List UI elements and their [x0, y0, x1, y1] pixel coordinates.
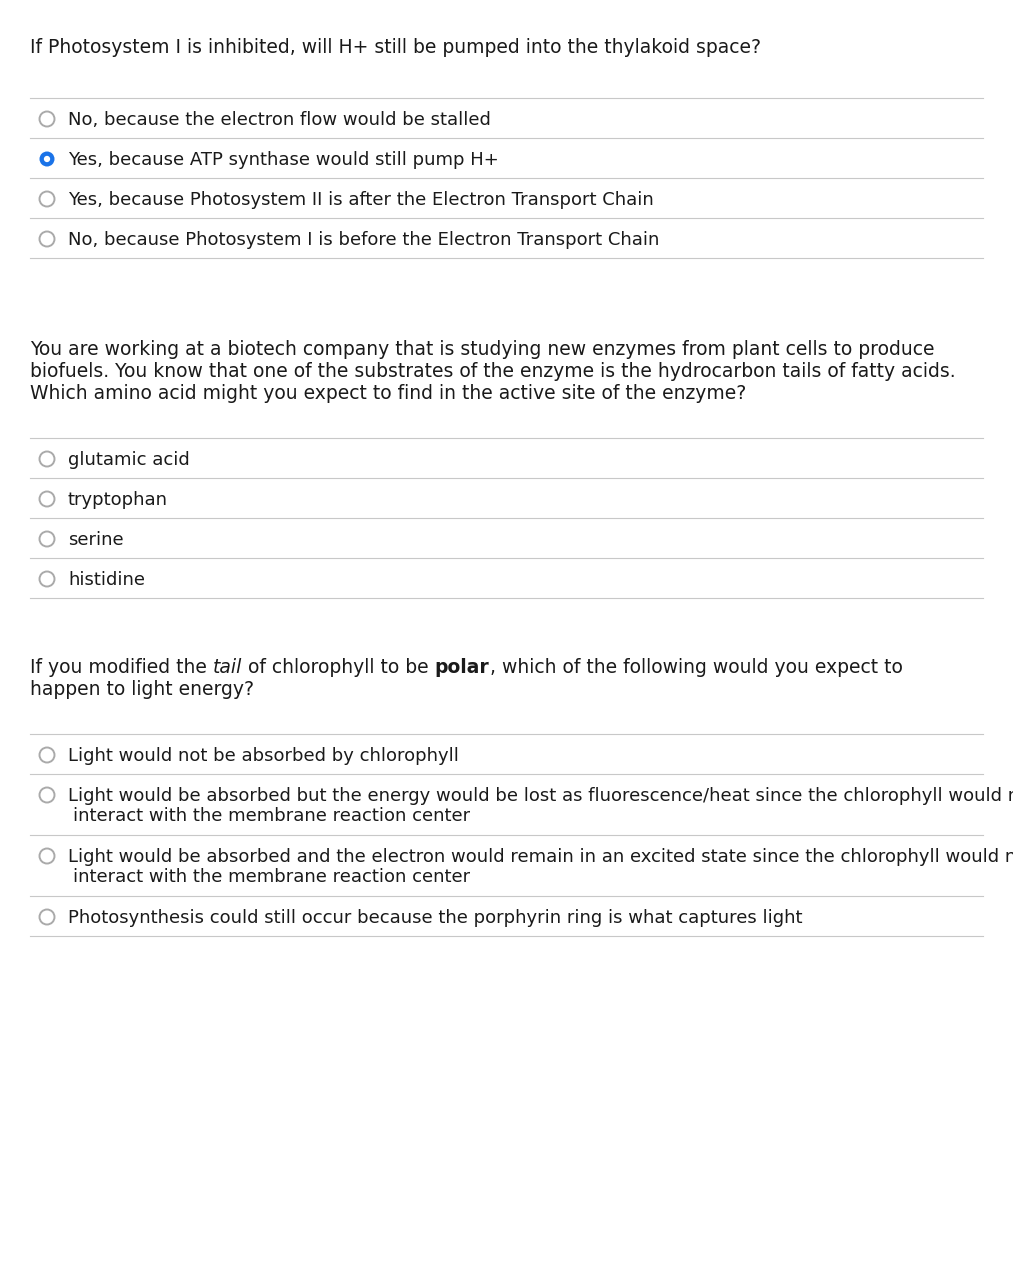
Text: Yes, because Photosystem II is after the Electron Transport Chain: Yes, because Photosystem II is after the… [68, 191, 653, 209]
Text: Photosynthesis could still occur because the porphyrin ring is what captures lig: Photosynthesis could still occur because… [68, 908, 802, 928]
Text: interact with the membrane reaction center: interact with the membrane reaction cent… [73, 807, 470, 825]
Text: Light would be absorbed and the electron would remain in an excited state since : Light would be absorbed and the electron… [68, 848, 1013, 866]
Text: histidine: histidine [68, 571, 145, 589]
Text: , which of the following would you expect to: , which of the following would you expec… [489, 658, 903, 677]
Text: tryptophan: tryptophan [68, 491, 168, 509]
Text: Light would be absorbed but the energy would be lost as fluorescence/heat since : Light would be absorbed but the energy w… [68, 786, 1013, 804]
Text: No, because Photosystem I is before the Electron Transport Chain: No, because Photosystem I is before the … [68, 231, 659, 249]
Text: Which amino acid might you expect to find in the active site of the enzyme?: Which amino acid might you expect to fin… [30, 384, 747, 403]
Text: polar: polar [435, 658, 489, 677]
Text: No, because the electron flow would be stalled: No, because the electron flow would be s… [68, 112, 491, 130]
Text: biofuels. You know that one of the substrates of the enzyme is the hydrocarbon t: biofuels. You know that one of the subst… [30, 362, 955, 381]
Text: Light would not be absorbed by chlorophyll: Light would not be absorbed by chlorophy… [68, 747, 459, 765]
Text: interact with the membrane reaction center: interact with the membrane reaction cent… [73, 869, 470, 887]
Text: tail: tail [213, 658, 242, 677]
Text: Yes, because ATP synthase would still pump H+: Yes, because ATP synthase would still pu… [68, 151, 498, 169]
Text: happen to light energy?: happen to light energy? [30, 680, 254, 699]
Circle shape [44, 155, 51, 162]
Text: glutamic acid: glutamic acid [68, 452, 189, 470]
Text: If you modified the: If you modified the [30, 658, 213, 677]
Text: You are working at a biotech company that is studying new enzymes from plant cel: You are working at a biotech company tha… [30, 340, 935, 359]
Text: serine: serine [68, 531, 124, 549]
Text: of chlorophyll to be: of chlorophyll to be [242, 658, 435, 677]
Text: If Photosystem I is inhibited, will H+ still be pumped into the thylakoid space?: If Photosystem I is inhibited, will H+ s… [30, 38, 761, 56]
Circle shape [40, 151, 55, 167]
